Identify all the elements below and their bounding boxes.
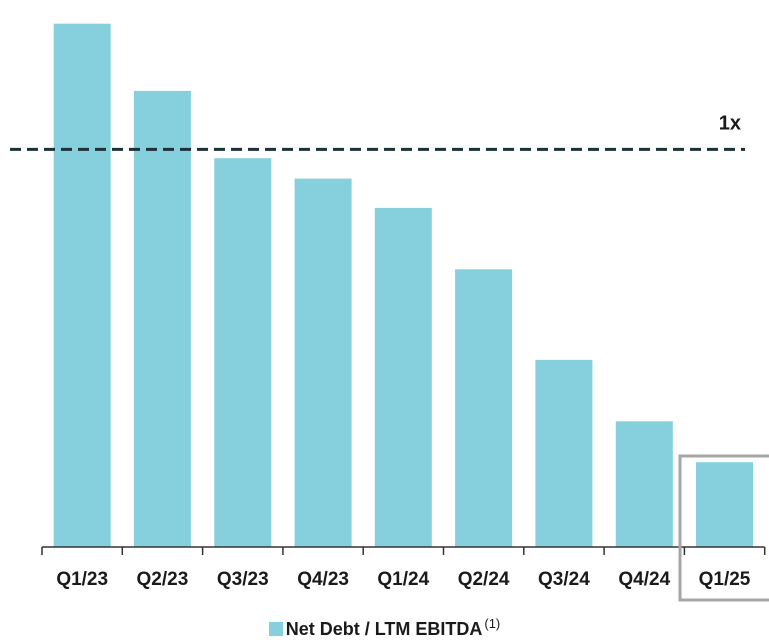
x-tick-label: Q1/24 <box>377 569 429 590</box>
highlight-box <box>678 454 769 602</box>
bar-q4-24 <box>615 421 673 547</box>
x-axis-ticks <box>41 547 766 555</box>
x-axis-tick-labels: Q1/23 Q2/23 Q3/23 Q4/23 Q1/24 Q2/24 Q3/24 Q4/24… <box>56 569 750 590</box>
x-tick-label: Q2/24 <box>458 569 510 590</box>
legend-label: Net Debt / LTM EBITDA <box>285 619 483 639</box>
x-tick-label: Q2/23 <box>137 569 189 590</box>
bar-q3-23 <box>214 158 272 547</box>
bar-q1-24 <box>374 207 432 547</box>
x-tick-label: Q3/24 <box>538 569 590 590</box>
bar-q3-24 <box>535 359 593 547</box>
x-tick-label: Q4/24 <box>618 569 670 590</box>
x-tick-label: Q1/23 <box>56 569 108 590</box>
legend-swatch <box>268 622 283 636</box>
legend-footnote-marker: (1) <box>484 616 501 631</box>
bar-q2-23 <box>133 90 191 548</box>
legend: Net Debt / LTM EBITDA (1) <box>0 616 769 640</box>
bar-q4-23 <box>294 178 352 547</box>
x-tick-label: Q3/23 <box>217 569 269 590</box>
bars-group <box>53 23 753 548</box>
x-tick-label: Q4/23 <box>297 569 349 590</box>
bar-q1-23 <box>53 23 111 547</box>
bar-q1-25 <box>696 462 753 547</box>
bar-q2-24 <box>455 269 513 547</box>
x-tick-label: Q1/25 <box>699 569 751 590</box>
reference-line-label: 1x <box>719 112 741 134</box>
